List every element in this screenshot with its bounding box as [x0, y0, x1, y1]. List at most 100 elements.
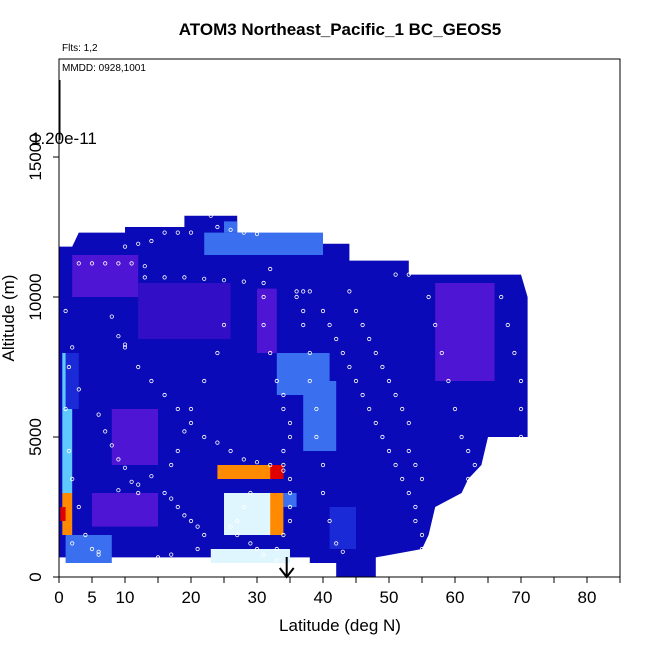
flight-track-point	[175, 504, 180, 510]
flight-track-point	[76, 504, 81, 510]
flight-track-point	[320, 462, 326, 468]
flight-track-point	[426, 294, 431, 300]
flight-track-point	[188, 230, 194, 235]
x-tick-label: 0	[54, 588, 63, 607]
flight-track-point	[254, 460, 260, 465]
flight-track-point	[386, 448, 392, 454]
flight-track-point	[301, 308, 306, 314]
flight-track-point	[281, 462, 286, 468]
y-axis-label: Altitude (m)	[0, 275, 18, 362]
flight-track-point	[413, 518, 418, 524]
flight-track-point	[136, 490, 141, 496]
flight-track-point	[129, 479, 134, 484]
flight-track-point	[393, 392, 398, 398]
purple-region	[435, 283, 495, 381]
flight-track-point	[142, 275, 147, 280]
flight-track-point	[360, 392, 365, 398]
flight-track-point	[228, 448, 233, 454]
flight-track-point	[63, 308, 68, 314]
flight-track	[63, 213, 530, 563]
flight-track-point	[149, 474, 154, 479]
flight-track-point	[116, 261, 121, 266]
flight-track-point	[76, 387, 81, 392]
flight-track-point	[320, 490, 326, 496]
flight-track-point	[122, 345, 128, 350]
flight-track-point	[76, 261, 81, 266]
flight-track-point	[136, 241, 141, 246]
flight-track-point	[155, 555, 161, 560]
flight-track-point	[287, 504, 293, 510]
flight-track-point	[149, 238, 154, 244]
flight-track-point	[142, 264, 147, 269]
flight-track-point	[116, 334, 121, 339]
flight-track-point	[202, 532, 207, 538]
flight-track-point	[162, 392, 167, 398]
flight-track-point	[287, 518, 293, 524]
flight-track-point	[360, 322, 365, 328]
flight-track-point	[373, 350, 378, 356]
flight-track-point	[505, 448, 510, 454]
flight-track-point	[169, 496, 174, 501]
flight-track-point	[261, 552, 266, 557]
x-tick-label: 50	[380, 588, 399, 607]
flight-track-point	[307, 378, 312, 384]
flight-track-point	[235, 518, 240, 524]
flight-track-point	[188, 420, 194, 426]
flight-track-point	[136, 364, 141, 370]
flight-track-point	[122, 465, 128, 470]
flight-track-point	[347, 364, 352, 370]
flight-track-point	[202, 434, 207, 440]
flight-track-point	[340, 350, 345, 356]
flight-track-point	[221, 278, 227, 283]
y-tick-label: 5000	[26, 418, 45, 456]
flight-track-point	[406, 490, 411, 496]
flight-track-point	[96, 549, 101, 554]
heat-cell	[60, 507, 66, 521]
flight-track-point	[479, 476, 484, 482]
flight-track-point	[70, 541, 75, 546]
purple-region	[138, 283, 231, 339]
heat-cells	[60, 221, 356, 563]
flight-track-point	[116, 488, 121, 493]
y-tick-label: 15000	[26, 133, 45, 180]
y-tick-label: 0	[26, 572, 45, 581]
flight-track-point	[327, 322, 332, 328]
flight-track-point	[254, 546, 260, 552]
flight-track-point	[261, 294, 266, 300]
flight-track-point	[281, 392, 286, 398]
flight-track-point	[228, 524, 233, 529]
flight-track-point	[254, 231, 260, 237]
flight-track-point	[103, 429, 108, 434]
flight-track-point	[413, 462, 418, 468]
latitude-arrow	[278, 557, 295, 579]
flight-track-point	[122, 244, 128, 249]
flight-track-point	[215, 350, 220, 356]
flight-track-point	[122, 342, 128, 347]
heat-cell	[270, 465, 284, 479]
purple-region	[111, 409, 158, 465]
flight-track-point	[446, 378, 451, 384]
flight-track-point	[182, 429, 187, 434]
x-tick-label: 5	[87, 588, 96, 607]
flight-track-point	[433, 261, 438, 266]
y-tick-label: 10000	[26, 273, 45, 320]
flight-track-point	[274, 546, 279, 552]
flight-track-point	[380, 434, 385, 440]
flight-track-point	[367, 336, 372, 342]
flight-track-point	[235, 532, 240, 538]
flight-track-point	[386, 378, 392, 384]
flight-track-point	[334, 541, 339, 546]
flight-track-point	[83, 532, 88, 538]
flight-track-point	[287, 476, 293, 482]
x-tick-label: 40	[314, 588, 333, 607]
flight-track-point	[215, 440, 220, 445]
flight-track-point	[320, 308, 326, 314]
flight-track-point	[327, 518, 332, 524]
flight-track-point	[393, 462, 398, 468]
flight-track-point	[307, 289, 312, 294]
flight-track-point	[413, 504, 418, 510]
flight-track-point	[518, 378, 524, 384]
flight-track-point	[96, 412, 101, 417]
flight-track-point	[195, 524, 200, 529]
heat-cell	[329, 507, 356, 549]
